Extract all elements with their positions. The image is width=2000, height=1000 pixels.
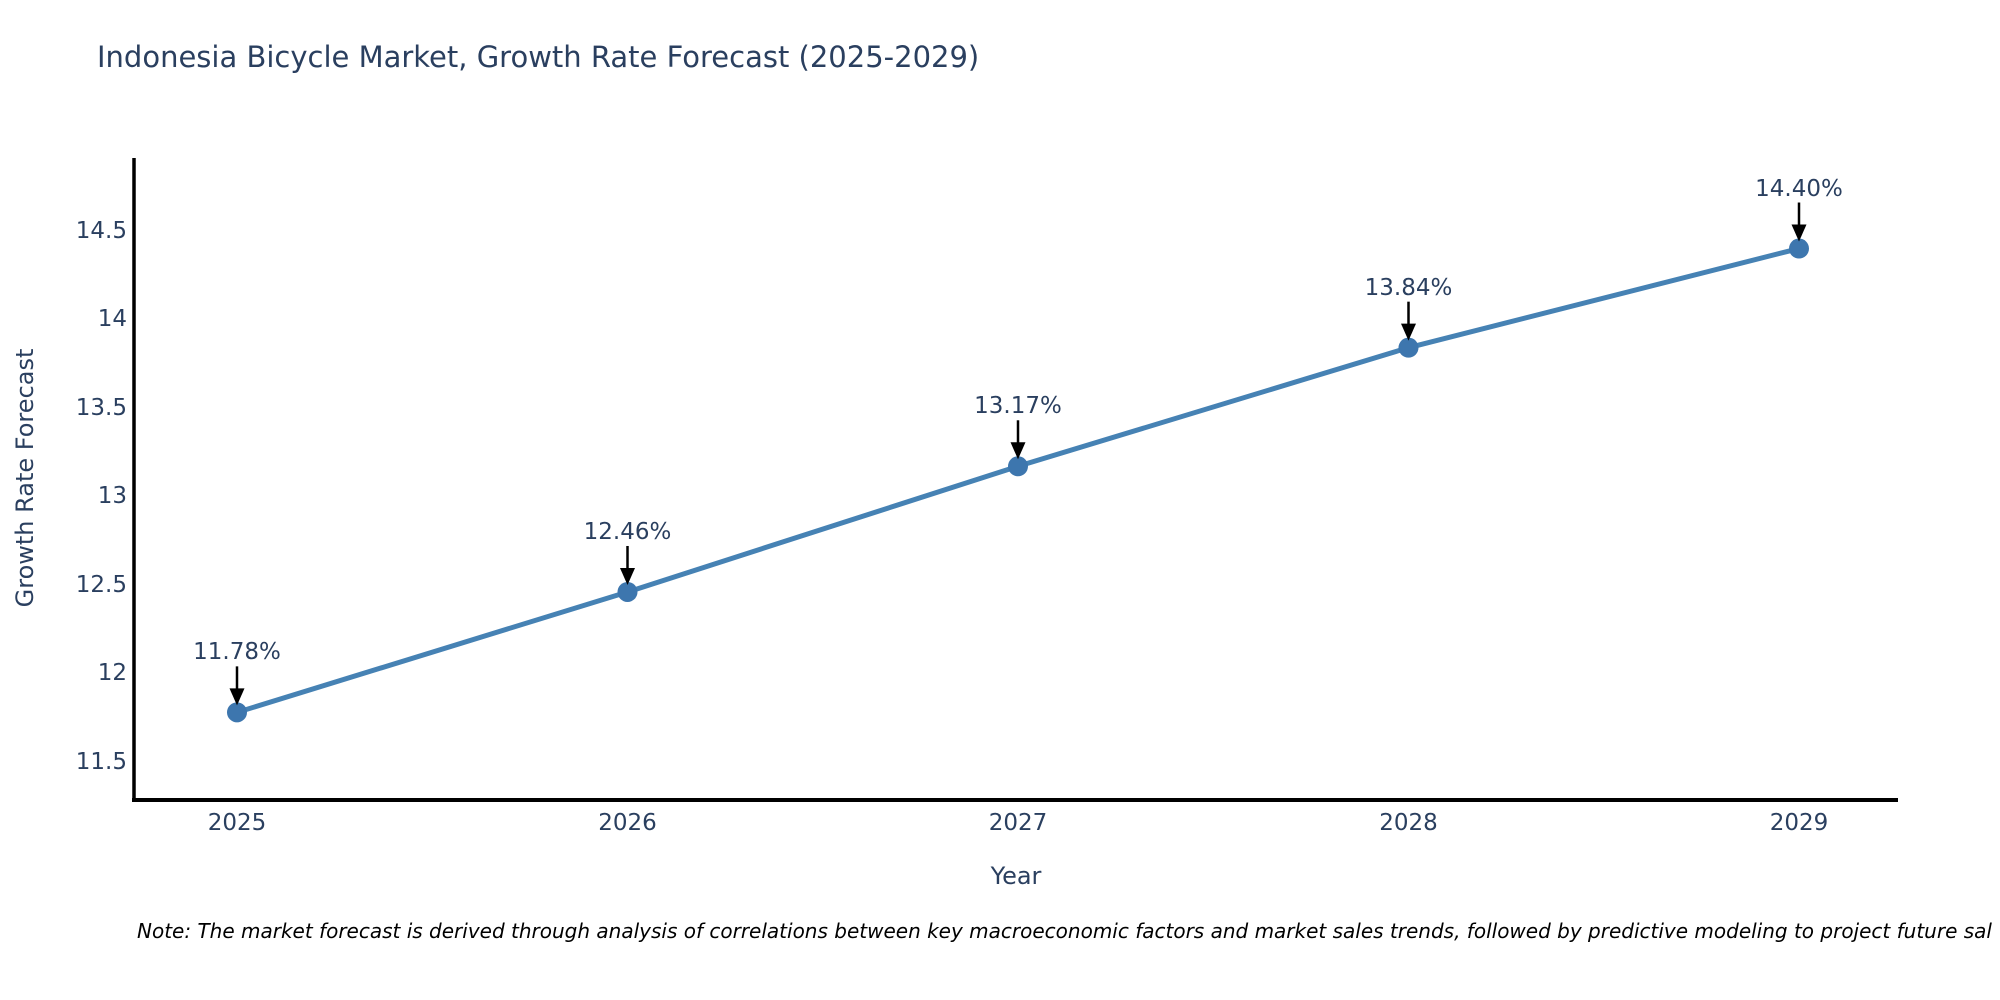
- x-tick-label: 2026: [598, 810, 657, 836]
- annotation-arrow-head: [1401, 323, 1416, 341]
- y-tick-label: 12: [97, 660, 127, 687]
- y-tick-label: 14.5: [75, 217, 127, 244]
- point-value-label: 11.78%: [193, 639, 281, 666]
- chart-title: Indonesia Bicycle Market, Growth Rate Fo…: [97, 40, 980, 74]
- point-value-label: 14.40%: [1755, 175, 1843, 202]
- data-point-marker: [1398, 337, 1419, 358]
- y-tick-label: 14: [97, 306, 127, 333]
- x-axis-title: Year: [990, 862, 1042, 890]
- annotation-arrow-head: [1010, 442, 1026, 460]
- y-tick-label: 11.5: [75, 748, 127, 775]
- annotation-arrow-head: [620, 567, 635, 585]
- footnote: Note: The market forecast is derived thr…: [137, 919, 1992, 943]
- forecast-line: [234, 246, 1802, 715]
- annotation-arrow-head: [229, 688, 245, 706]
- x-tick-label: 2025: [207, 810, 267, 836]
- y-tick-label: 12.5: [75, 571, 127, 598]
- y-tick-label: 13: [97, 483, 127, 510]
- x-tick-label: 2028: [1379, 810, 1438, 836]
- data-point-marker: [1008, 456, 1028, 477]
- data-point-marker: [227, 702, 247, 723]
- data-point-marker: [1789, 238, 1809, 259]
- x-tick-label: 2029: [1769, 810, 1829, 836]
- y-tick-label: 13.5: [75, 394, 127, 421]
- point-value-label: 13.84%: [1364, 274, 1453, 301]
- y-axis-title: Growth Rate Forecast: [11, 348, 39, 608]
- point-value-label: 13.17%: [974, 393, 1062, 420]
- x-tick-label: 2027: [988, 810, 1048, 836]
- point-value-label: 12.46%: [583, 518, 672, 545]
- data-point-marker: [617, 581, 638, 602]
- annotation-arrow-head: [1791, 224, 1807, 242]
